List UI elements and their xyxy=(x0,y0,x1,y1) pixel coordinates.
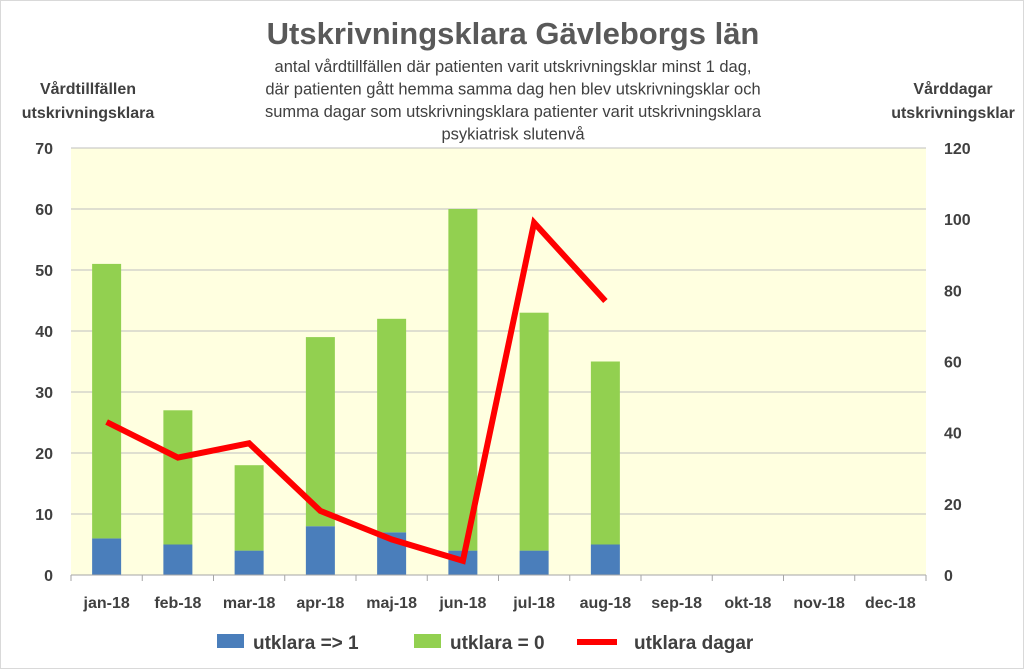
chart-title: Utskrivningsklara Gävleborgs län xyxy=(267,16,760,51)
right-tick-label: 0 xyxy=(944,568,953,585)
bar xyxy=(590,544,620,575)
bar xyxy=(163,544,193,575)
x-tick-label: maj-18 xyxy=(366,595,417,612)
x-tick-label: dec-18 xyxy=(865,595,916,612)
bar xyxy=(305,337,335,527)
bar xyxy=(92,263,122,539)
bar-series xyxy=(92,209,620,575)
bar xyxy=(519,550,549,575)
left-tick-label: 10 xyxy=(35,507,53,524)
left-tick-label: 70 xyxy=(35,141,53,158)
chart-subtitle: antal vårdtillfällen där patienten varit… xyxy=(265,58,762,144)
x-tick-label: jul-18 xyxy=(512,595,555,612)
bar xyxy=(234,465,264,551)
plot-area xyxy=(71,148,926,575)
bar xyxy=(163,410,193,545)
right-tick-label: 60 xyxy=(944,355,962,372)
series-line xyxy=(105,216,608,565)
left-tick-label: 40 xyxy=(35,324,53,341)
bar xyxy=(448,209,478,551)
x-tick-label: jun-18 xyxy=(438,595,486,612)
right-tick-label: 20 xyxy=(944,497,962,514)
x-tick-label: apr-18 xyxy=(296,595,344,612)
x-tick-label: aug-18 xyxy=(580,595,632,612)
right-axis-title-line: utskrivningsklar xyxy=(891,105,1015,122)
x-tick-label: mar-18 xyxy=(223,595,276,612)
legend-swatch xyxy=(414,634,441,648)
bar xyxy=(92,538,122,575)
legend-label: utklara dagar xyxy=(634,633,754,654)
subtitle-line: summa dagar som utskrivningsklara patien… xyxy=(265,103,762,121)
left-tick-label: 30 xyxy=(35,385,53,402)
x-tick-label: feb-18 xyxy=(154,595,201,612)
legend: utklara => 1 utklara = 0 utklara dagar xyxy=(217,633,754,654)
bar xyxy=(590,361,620,545)
left-axis-title: Vårdtillfällen utskrivningsklara xyxy=(22,80,155,122)
left-tick-label: 20 xyxy=(35,446,53,463)
x-tick-label: jan-18 xyxy=(83,595,130,612)
right-tick-label: 120 xyxy=(944,141,971,158)
right-tick-label: 80 xyxy=(944,283,962,300)
right-axis-title: Vårddagar utskrivningsklar xyxy=(891,80,1015,122)
left-tick-label: 0 xyxy=(44,568,53,585)
left-axis-title-line: Vårdtillfällen xyxy=(40,80,136,98)
bar xyxy=(377,318,407,533)
left-tick-label: 60 xyxy=(35,202,53,219)
left-tick-label: 50 xyxy=(35,263,53,280)
legend-label: utklara => 1 xyxy=(253,633,359,654)
line-series xyxy=(105,216,608,565)
legend-label: utklara = 0 xyxy=(450,633,545,654)
left-axis-title-line: utskrivningsklara xyxy=(22,105,155,122)
legend-swatch xyxy=(217,634,244,648)
subtitle-line: där patienten gått hemma samma dag hen b… xyxy=(265,81,760,99)
subtitle-line: psykiatrisk slutenvå xyxy=(441,126,585,144)
x-tick-label: okt-18 xyxy=(724,595,771,612)
x-tick-label: sep-18 xyxy=(651,595,702,612)
bar xyxy=(305,526,335,575)
bar xyxy=(234,550,264,575)
bar xyxy=(519,312,549,551)
right-tick-label: 100 xyxy=(944,212,971,229)
right-tick-label: 40 xyxy=(944,426,962,443)
subtitle-line: antal vårdtillfällen där patienten varit… xyxy=(275,58,752,76)
x-tick-label: nov-18 xyxy=(793,595,845,612)
right-axis-title-line: Vårddagar xyxy=(913,80,992,98)
axes: 0 10 20 30 40 50 60 70 0 20 40 60 80 100 120 jan-18 feb-… xyxy=(35,141,971,612)
